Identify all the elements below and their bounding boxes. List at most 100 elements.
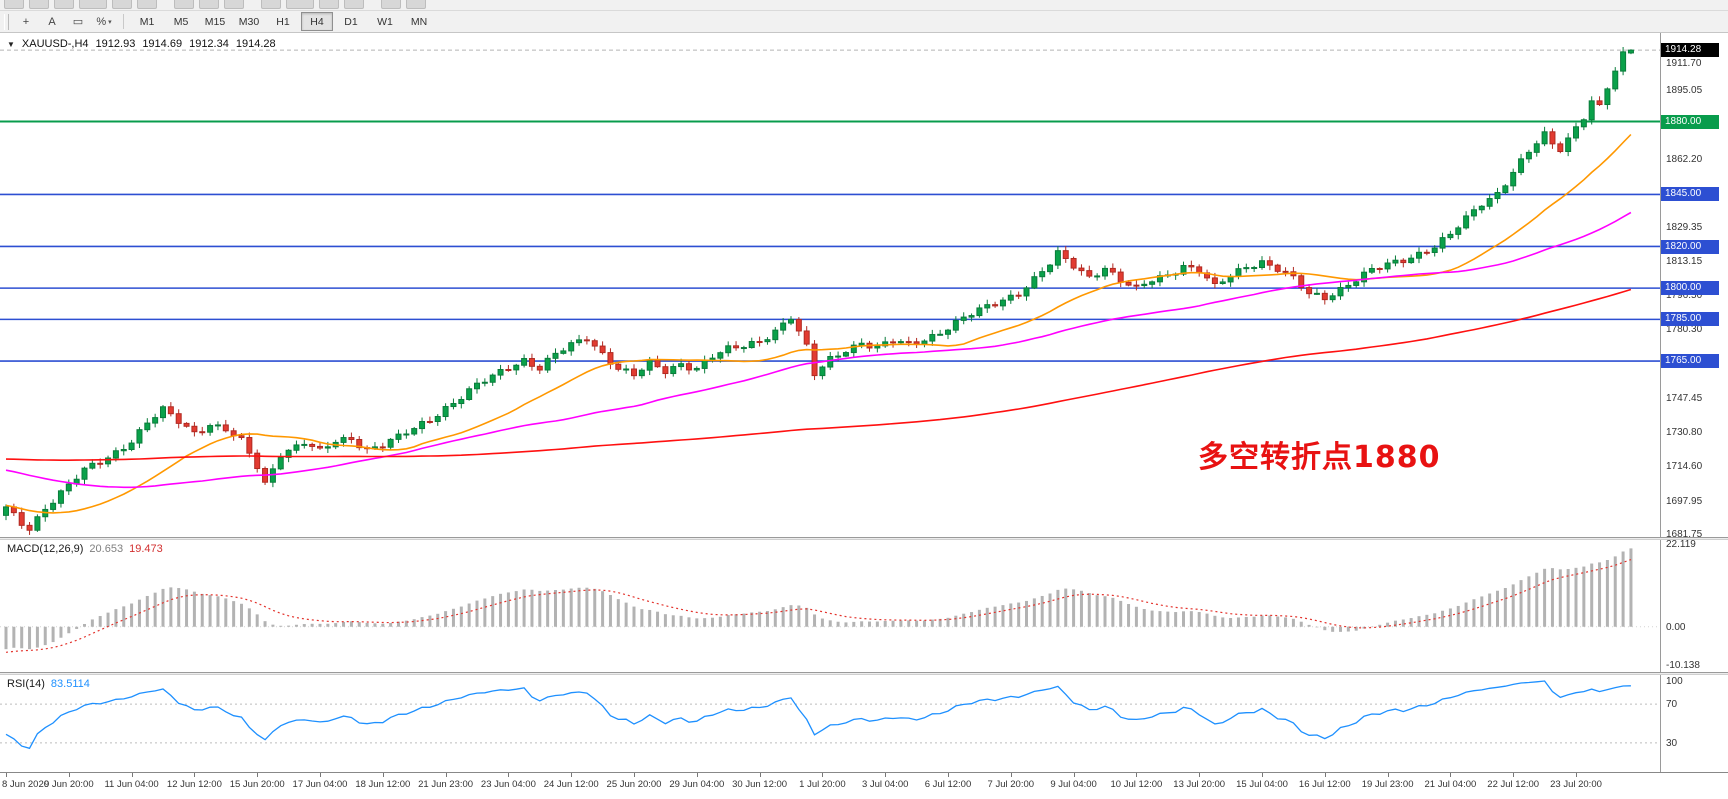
clipped-toolbar-icon[interactable] (286, 0, 314, 9)
clipped-toolbar-icon[interactable] (406, 0, 426, 9)
time-axis-label: 7 Jul 20:00 (987, 779, 1035, 790)
price-tick-label: 1911.70 (1666, 58, 1702, 70)
toolbar-grip[interactable] (4, 13, 9, 30)
rsi-axis-label: 30 (1666, 737, 1678, 749)
chart-window[interactable]: ▼ XAUUSD-,H4 1912.93 1914.69 1912.34 191… (0, 33, 1728, 799)
price-level-box: 1820.00 (1661, 239, 1719, 254)
price-tick-label: 1747.45 (1666, 392, 1703, 404)
time-axis-tick (320, 773, 321, 777)
clipped-toolbar-icon[interactable] (54, 0, 74, 9)
toolbar-stub-gap (162, 0, 169, 1)
time-axis-label: 6 Jul 12:00 (924, 779, 972, 790)
time-axis-tick (1136, 773, 1138, 777)
price-tick-label: 1730.80 (1666, 427, 1703, 439)
price-tick-label: 1895.05 (1666, 85, 1703, 97)
clipped-toolbar-icon[interactable] (319, 0, 339, 9)
ohlc-close: 1914.28 (235, 38, 276, 50)
timeframe-button-D1[interactable]: D1 (344, 15, 358, 28)
rsi-axis-label: 70 (1666, 699, 1678, 711)
time-axis-tick (6, 773, 7, 777)
time-axis-tick (445, 773, 447, 777)
timeframe-button-M1[interactable]: M1 (139, 15, 155, 28)
timeframe-button-M30[interactable]: M30 (238, 15, 260, 28)
time-axis-label: 30 Jun 12:00 (732, 779, 788, 790)
toolbar-stub-gap (369, 0, 376, 1)
macd-title: MACD(12,26,9) (7, 543, 84, 555)
clipped-toolbar-icon[interactable] (344, 0, 364, 9)
main-price-svg[interactable] (0, 33, 1660, 537)
time-axis-label: 9 Jun 20:00 (43, 779, 94, 790)
timeframe-button-W1[interactable]: W1 (377, 15, 393, 28)
clipped-toolbar-icon[interactable] (4, 0, 24, 9)
time-axis-tick (1199, 773, 1201, 777)
time-axis-label: 9 Jul 04:00 (1050, 779, 1097, 790)
time-axis-label: 17 Jun 04:00 (292, 779, 348, 790)
clipped-toolbar-icon[interactable] (224, 0, 244, 9)
price-level-box: 1785.00 (1661, 312, 1719, 327)
price-scale-border (1660, 33, 1661, 772)
macd-signal-value: 19.473 (129, 543, 163, 555)
time-axis-tick (948, 773, 949, 777)
clipped-toolbar-icon[interactable] (174, 0, 194, 9)
macd-axis-label: 0.00 (1666, 621, 1686, 633)
timeframe-button-M15[interactable]: M15 (204, 15, 226, 28)
drawing-tools-group: + A ▭ % ▾ (13, 12, 117, 32)
price-tick-label: 1780.30 (1666, 324, 1703, 336)
timeframe-button-H1[interactable]: H1 (276, 15, 290, 28)
clipped-toolbar-icon[interactable] (199, 0, 219, 9)
price-tick-label: 1813.15 (1666, 255, 1703, 267)
panel-splitter-rsi[interactable] (0, 672, 1728, 675)
clipped-toolbar-icon[interactable] (381, 0, 401, 9)
macd-signal-line (5, 559, 1632, 653)
time-axis-tick (1073, 773, 1075, 777)
price-level-box: 1765.00 (1661, 354, 1719, 368)
time-axis-label: 21 Jul 04:00 (1424, 779, 1477, 790)
time-axis-label: 18 Jun 12:00 (355, 779, 411, 790)
crosshair-tool-icon[interactable]: + (22, 15, 30, 28)
toolbar-stub-gap (249, 0, 256, 1)
panel-splitter-macd[interactable] (0, 537, 1728, 540)
rsi-panel-svg[interactable] (0, 675, 1660, 772)
macd-axis-label: -10.138 (1666, 659, 1700, 671)
time-axis-label: 12 Jun 12:00 (166, 779, 222, 790)
time-axis-tick (1576, 773, 1577, 777)
timeframe-button-MN[interactable]: MN (410, 15, 428, 28)
time-axis-label: 15 Jul 04:00 (1236, 779, 1288, 790)
time-axis-tick (131, 773, 133, 777)
price-tick-label: 1829.35 (1666, 222, 1703, 233)
rsi-axis-label: 100 (1666, 676, 1683, 687)
time-axis-tick (194, 773, 196, 777)
time-axis-tick (885, 773, 887, 777)
time-axis-label: 22 Jul 12:00 (1487, 779, 1540, 790)
time-axis[interactable]: 8 Jun 2020 9 Jun 20:00 11 Jun 04:00 12 Jun … (0, 772, 1728, 799)
toolbar-row-clipped (0, 0, 1728, 11)
time-axis-label: 15 Jun 20:00 (229, 779, 285, 790)
clipped-toolbar-icon[interactable] (261, 0, 281, 9)
time-axis-label: 11 Jun 04:00 (104, 779, 159, 790)
rsi-indicator-label: RSI(14) 83.5114 (7, 678, 90, 690)
clipped-toolbar-icon[interactable] (29, 0, 49, 9)
ohlc-low: 1912.34 (189, 38, 229, 50)
text-tool-icon[interactable]: A (48, 15, 56, 28)
clipped-toolbar-icon[interactable] (112, 0, 132, 9)
time-axis-label: 10 Jul 12:00 (1110, 779, 1163, 790)
clipped-toolbar-icon[interactable] (79, 0, 107, 9)
moving-average-150 (5, 288, 1632, 462)
fibonacci-tool-icon[interactable]: % ▾ (96, 15, 112, 28)
timeframe-group: M1 M5 M15 M30 H1 H4 D1 W1 MN (130, 12, 436, 31)
shapes-tool-icon[interactable]: ▭ (72, 16, 84, 28)
time-axis-tick (382, 773, 384, 777)
timeframe-button-M5[interactable]: M5 (173, 15, 189, 28)
time-axis-tick (634, 773, 635, 777)
price-tick-label: 1681.75 (1666, 529, 1703, 541)
time-axis-label: 19 Jul 23:00 (1361, 779, 1414, 790)
clipped-toolbar-icon[interactable] (137, 0, 157, 9)
symbol-dropdown-icon[interactable]: ▼ (7, 39, 15, 49)
ohlc-high: 1914.69 (142, 38, 183, 50)
moving-average-50 (5, 211, 1632, 489)
time-axis-label: 24 Jun 12:00 (543, 779, 599, 790)
price-tick-label: 1697.95 (1666, 495, 1703, 507)
timeframe-button-H4[interactable]: H4 (301, 12, 333, 31)
time-axis-label: 23 Jul 20:00 (1550, 779, 1602, 790)
macd-panel-svg[interactable] (0, 540, 1660, 672)
